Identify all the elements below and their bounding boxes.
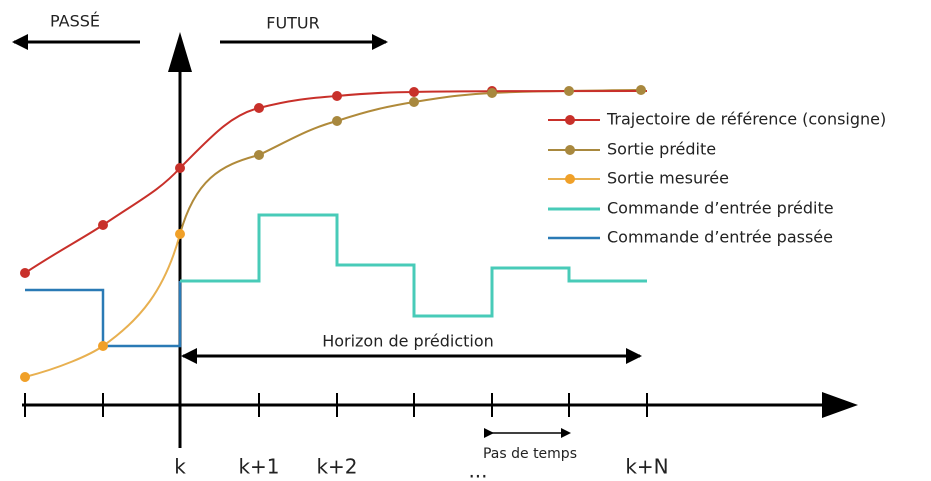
future-label: FUTUR <box>266 14 320 33</box>
axis-arrow <box>168 32 192 72</box>
tick-label: k+N <box>625 455 668 479</box>
tick-label: k <box>174 455 186 479</box>
legend-label: Sortie prédite <box>607 140 716 159</box>
legend-label: Sortie mesurée <box>607 169 729 188</box>
predicted-dots <box>254 85 646 160</box>
legend-label: Commande d’entrée passée <box>607 228 833 247</box>
legend-label: Trajectoire de référence (consigne) <box>606 110 886 129</box>
legend: Trajectoire de référence (consigne) Sort… <box>548 110 886 247</box>
tick-label: ... <box>468 459 487 481</box>
tick-label: k+2 <box>316 455 357 479</box>
past-label: PASSÉ <box>50 12 100 31</box>
horizon-label: Horizon de prédiction <box>322 332 494 351</box>
predicted-input <box>180 213 647 318</box>
axis-arrow <box>822 392 858 418</box>
tick-label: k+1 <box>238 455 279 479</box>
step-label: Pas de temps <box>483 446 577 462</box>
reference-dots <box>20 86 497 278</box>
ticks <box>24 393 648 417</box>
legend-label: Commande d’entrée prédite <box>607 199 834 218</box>
measured-dots <box>20 229 185 382</box>
